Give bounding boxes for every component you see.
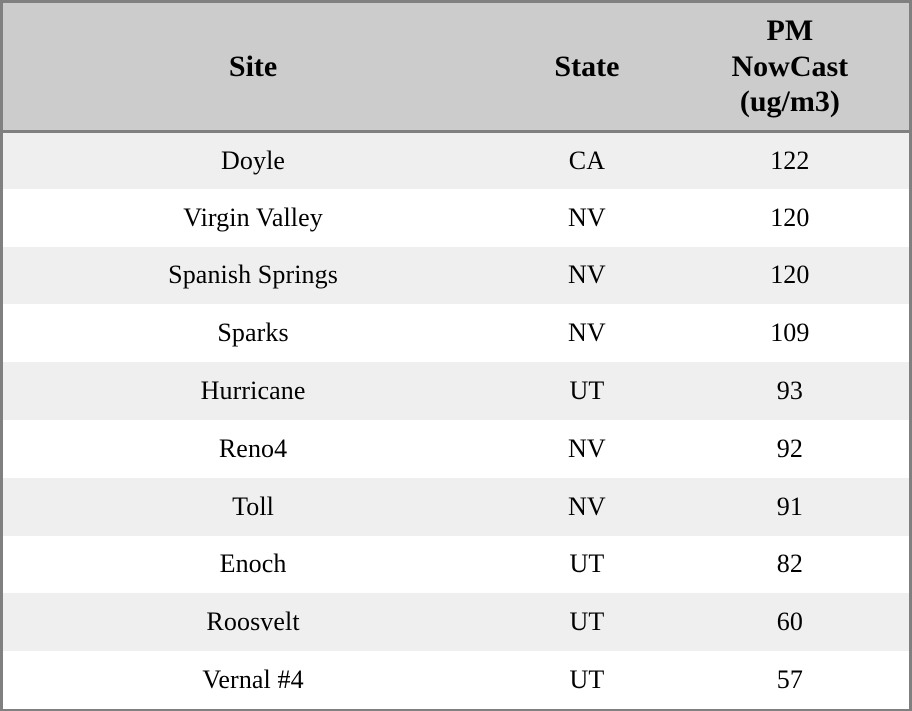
cell-site: Spanish Springs (168, 260, 338, 290)
cell-pm-nowcast: 109 (770, 318, 810, 348)
cell-state: NV (568, 260, 606, 290)
cell-pm-nowcast: 57 (776, 665, 803, 695)
cell-site: Toll (232, 491, 275, 521)
table-header-row: Site State PM NowCast (ug/m3) (3, 3, 909, 133)
cell-pm-nowcast: 122 (770, 145, 810, 175)
table-header: Site State PM NowCast (ug/m3) (3, 3, 909, 133)
column-header-state[interactable]: State (503, 3, 671, 133)
cell-site: Sparks (217, 318, 289, 348)
table-row: Sparks NV 109 (3, 304, 909, 363)
cell-pm-nowcast: 120 (770, 202, 810, 232)
table-row: Spanish Springs NV 120 (3, 246, 909, 305)
table-row: Doyle CA 122 (3, 131, 909, 189)
column-header-site[interactable]: Site (3, 3, 504, 133)
table-row: Virgin Valley NV 120 (3, 188, 909, 247)
cell-pm-nowcast: 92 (776, 433, 803, 463)
cell-state: NV (568, 202, 606, 232)
cell-state: CA (568, 145, 606, 175)
cell-site: Doyle (221, 145, 286, 175)
cell-state: NV (568, 433, 606, 463)
cell-pm-nowcast: 120 (770, 260, 810, 290)
cell-pm-nowcast: 60 (776, 607, 803, 637)
cell-site: Roosvelt (206, 607, 300, 637)
table-body: Doyle CA 122 Virgin Valley NV 120 Spanis… (3, 131, 909, 709)
cell-state: UT (569, 665, 605, 695)
table-row: Hurricane UT 93 (3, 362, 909, 420)
cell-state: UT (569, 549, 605, 579)
table-row: Roosvelt UT 60 (3, 593, 909, 652)
cell-state: UT (569, 607, 605, 637)
cell-pm-nowcast: 93 (776, 376, 803, 406)
cell-pm-nowcast: 82 (776, 549, 803, 579)
column-header-pm-nowcast[interactable]: PM NowCast (ug/m3) (670, 3, 909, 133)
cell-state: NV (568, 491, 606, 521)
table-row: Vernal #4 UT 57 (3, 651, 909, 709)
cell-pm-nowcast: 91 (776, 491, 803, 521)
cell-site: Enoch (219, 549, 287, 579)
cell-site: Virgin Valley (183, 202, 323, 232)
table-row: Reno4 NV 92 (3, 419, 909, 478)
table-row: Toll NV 91 (3, 477, 909, 536)
cell-state: UT (569, 376, 605, 406)
pm-nowcast-table: Site State PM NowCast (ug/m3) Doyle CA 1… (3, 3, 909, 709)
cell-site: Hurricane (200, 376, 306, 406)
cell-site: Reno4 (218, 433, 288, 463)
cell-state: NV (568, 318, 606, 348)
cell-site: Vernal #4 (202, 665, 304, 695)
table-row: Enoch UT 82 (3, 535, 909, 594)
